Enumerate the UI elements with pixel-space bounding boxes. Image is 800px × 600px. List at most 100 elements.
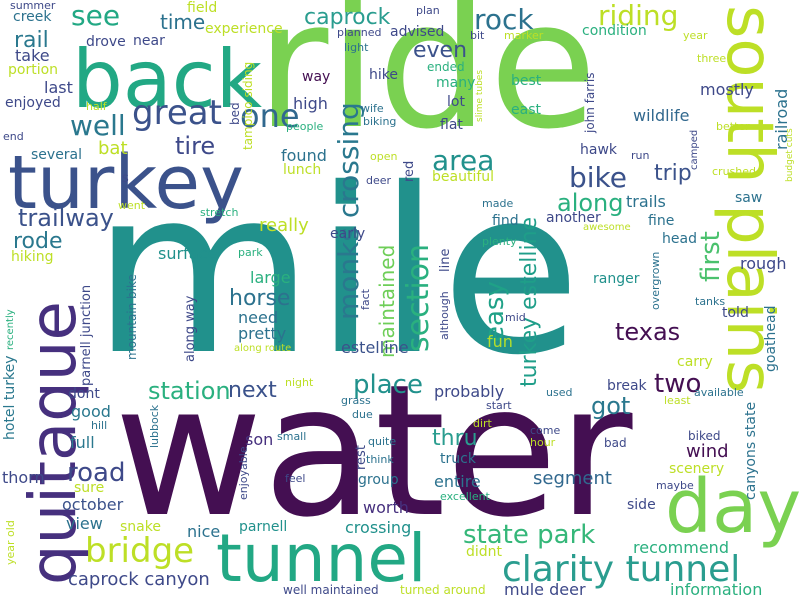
- word-bed: bed: [228, 102, 242, 125]
- word-awesome: awesome: [583, 222, 631, 233]
- word-canyons-state: canyons state: [743, 401, 759, 500]
- word-large: large: [250, 268, 291, 287]
- word-recently: recently: [5, 309, 16, 350]
- word-time: time: [160, 10, 206, 34]
- word-summer: summer: [10, 0, 56, 12]
- word-rock: rock: [474, 3, 534, 36]
- word-dirt: dirt: [473, 417, 492, 430]
- word-lubbock: lubbock: [148, 404, 161, 448]
- word-flat: flat: [440, 117, 463, 133]
- word-think: think: [366, 453, 394, 466]
- word-really: really: [259, 215, 309, 236]
- word-line: line: [438, 248, 453, 272]
- word-early: early: [330, 226, 366, 242]
- word-lunch: lunch: [283, 162, 322, 178]
- word-best: best: [511, 73, 542, 89]
- word-surface: surface: [158, 244, 218, 263]
- word-wind: wind: [686, 441, 729, 462]
- word-people: people: [286, 120, 324, 133]
- word-entire: entire: [434, 472, 481, 491]
- word-full: full: [70, 433, 95, 452]
- word-horse: horse: [229, 286, 291, 311]
- word-bridge: bridge: [85, 531, 195, 571]
- word-monks-crossing: monks crossing: [332, 102, 365, 320]
- word-find: find: [492, 213, 519, 229]
- word-see: see: [71, 0, 121, 32]
- word-ranger: ranger: [593, 271, 640, 287]
- word-used: used: [546, 386, 573, 399]
- word-tunnel: tunnel: [216, 520, 427, 597]
- word-near: near: [133, 33, 165, 49]
- word-tampico-siding: tampico siding: [241, 61, 255, 150]
- word-mule-deer: mule deer: [504, 580, 586, 599]
- word-thorn: thorn: [2, 468, 45, 487]
- word-least: least: [664, 394, 691, 407]
- word-bat: bat: [98, 138, 128, 159]
- word-riding: riding: [598, 0, 679, 32]
- word-state-park: state park: [463, 520, 596, 550]
- word-section: section: [401, 243, 436, 352]
- word-mountain-bike: mountain bike: [125, 274, 139, 360]
- word-caprock: caprock: [304, 5, 391, 30]
- word-overgrown: overgrown: [649, 251, 662, 310]
- word-grass: grass: [341, 394, 371, 407]
- word-feel: feel: [285, 472, 306, 485]
- word-bit: bit: [470, 29, 485, 42]
- word-mile: mile: [92, 139, 582, 405]
- word-hawk: hawk: [580, 142, 618, 158]
- word-wife: wife: [361, 102, 384, 115]
- word-bad: bad: [604, 436, 627, 450]
- word-quite: quite: [368, 435, 397, 448]
- word-worth: worth: [363, 498, 409, 517]
- word-rode: rode: [13, 229, 63, 254]
- word-hour: hour: [530, 436, 556, 449]
- word-went: went: [118, 199, 146, 212]
- word-high: high: [293, 94, 328, 113]
- word-trip: trip: [654, 161, 692, 186]
- word-planned: planned: [337, 26, 382, 39]
- word-way: way: [302, 69, 331, 85]
- word-estelline: estelline: [341, 338, 409, 357]
- word-two: two: [654, 369, 702, 399]
- word-park: park: [238, 246, 263, 259]
- word-next: next: [228, 378, 277, 403]
- word-excellent: excellent: [440, 490, 490, 503]
- word-nice: nice: [187, 522, 221, 541]
- word-even: even: [413, 38, 468, 63]
- word-slime-tubes: slime tubes: [475, 69, 485, 122]
- word-pretty: pretty: [238, 324, 287, 343]
- word-due: due: [352, 408, 373, 421]
- word-beautiful: beautiful: [432, 169, 495, 185]
- word-creek: creek: [13, 9, 52, 25]
- word-biking: biking: [363, 115, 397, 128]
- word-small: small: [277, 430, 307, 443]
- word-station: station: [148, 377, 231, 405]
- word-hotel-turkey: hotel turkey: [2, 355, 18, 440]
- word-hill: hill: [91, 419, 108, 432]
- word-lot: lot: [447, 94, 465, 110]
- word-stretch: stretch: [200, 206, 239, 219]
- word-first: first: [696, 231, 726, 282]
- word-day: day: [665, 464, 800, 550]
- word-well-maintained: well maintained: [283, 583, 379, 597]
- word-head: head: [662, 231, 697, 247]
- word-start: start: [486, 399, 512, 412]
- word-back: back: [72, 33, 263, 126]
- word-snake: snake: [120, 519, 161, 535]
- word-although: although: [438, 291, 451, 340]
- word-enjoyable: enjoyable: [237, 446, 250, 500]
- word-many: many: [436, 75, 476, 91]
- word-clarity-tunnel: clarity tunnel: [502, 549, 741, 590]
- word-parnell-junction: parnell junction: [79, 284, 94, 386]
- word-information: information: [670, 580, 763, 599]
- word-son: son: [245, 430, 274, 449]
- word-area: area: [432, 144, 495, 177]
- word-goathead: goathead: [763, 305, 779, 372]
- word-turkey-estelline: turkey estelline: [517, 216, 542, 387]
- word-truck: truck: [440, 451, 476, 467]
- word-dont: dont: [68, 386, 100, 402]
- word-experience: experience: [205, 21, 283, 37]
- word-deer: deer: [366, 174, 392, 187]
- word-rough: rough: [740, 254, 787, 273]
